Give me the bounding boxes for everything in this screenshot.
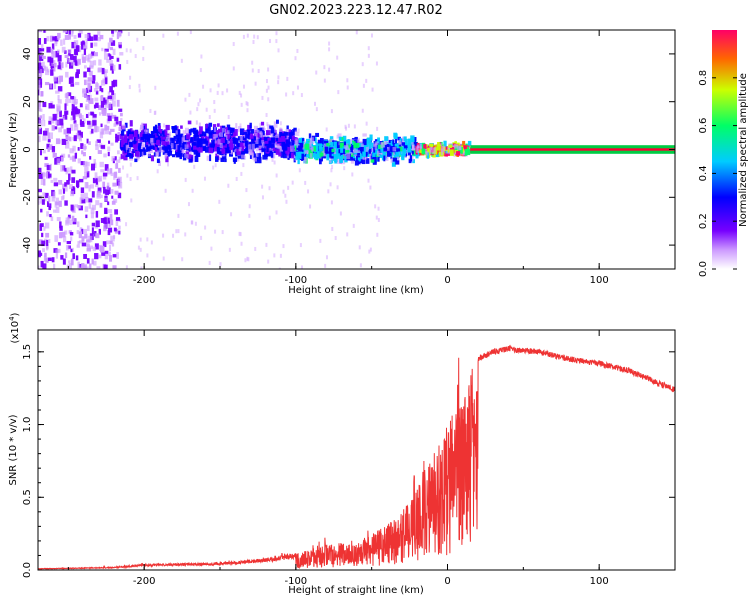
- colorbar-tick-label: 0.4: [698, 165, 709, 181]
- colorbar-tick-label: 0.2: [698, 213, 709, 229]
- snr-ytick-label: 0.5: [22, 489, 33, 505]
- spectrogram-xtick-label: -200: [133, 275, 156, 286]
- colorbar-gradient: [712, 30, 737, 269]
- snr-ytick-label: 1.0: [22, 417, 33, 433]
- colorbar-tick-label: 0.0: [698, 261, 709, 277]
- spectrogram-band-2: [294, 132, 419, 167]
- snr-xlabel: Height of straight line (km): [288, 585, 424, 596]
- snr-panel: -200 -100 0 100 0.0 0.5 1.0 1.5 Height of strai…: [8, 312, 676, 596]
- snr-xtick-label: 0: [444, 576, 450, 587]
- colorbar-tick-label: 0.8: [698, 70, 709, 86]
- snr-frame: [37, 329, 676, 571]
- spectrogram-xtick-label: -100: [284, 275, 307, 286]
- spectrogram-ylabel: Frequency (Hz): [8, 112, 19, 188]
- spectrogram-ytick-label: -20: [22, 189, 33, 205]
- snr-ytick-label: 0.0: [22, 562, 33, 578]
- spectrogram-ytick-label: -40: [22, 237, 33, 253]
- spectrogram-xlabel: Height of straight line (km): [288, 285, 424, 296]
- spectrogram-band-1: [119, 119, 298, 167]
- snr-series-line: [38, 344, 675, 570]
- snr-xtick-label: -100: [284, 576, 307, 587]
- snr-ylabel: SNR (10 * v/v): [8, 414, 19, 485]
- colorbar-label: Normalized spectral amplitude: [738, 73, 749, 227]
- spectrogram-ytick-label: 40: [22, 48, 33, 61]
- spectrogram-xtick-label: 0: [444, 275, 450, 286]
- spectrogram-ytick-label: 20: [22, 95, 33, 108]
- chart-title: GN02.2023.223.12.47.R02: [269, 3, 443, 18]
- spectrogram-ytick-label: 0: [22, 146, 33, 152]
- colorbar: 0.0 0.2 0.4 0.6 0.8 Normalized spectral ampl…: [698, 30, 749, 277]
- snr-axes: -200 -100 0 100 0.0 0.5 1.0 1.5: [22, 330, 676, 587]
- snr-xtick-label: -200: [133, 576, 156, 587]
- spectrogram-xtick-label: 100: [590, 275, 609, 286]
- spectrogram-band-3: [415, 140, 472, 159]
- snr-scale-label: (x104): [8, 312, 21, 343]
- colorbar-tick-label: 0.6: [698, 118, 709, 134]
- spectrogram-marks: [38, 30, 675, 269]
- snr-ytick-label: 1.5: [22, 344, 33, 360]
- spectrogram-band-4: [470, 145, 675, 154]
- snr-xtick-label: 100: [590, 576, 609, 587]
- colorbar-ticks: 0.0 0.2 0.4 0.6 0.8: [698, 70, 737, 277]
